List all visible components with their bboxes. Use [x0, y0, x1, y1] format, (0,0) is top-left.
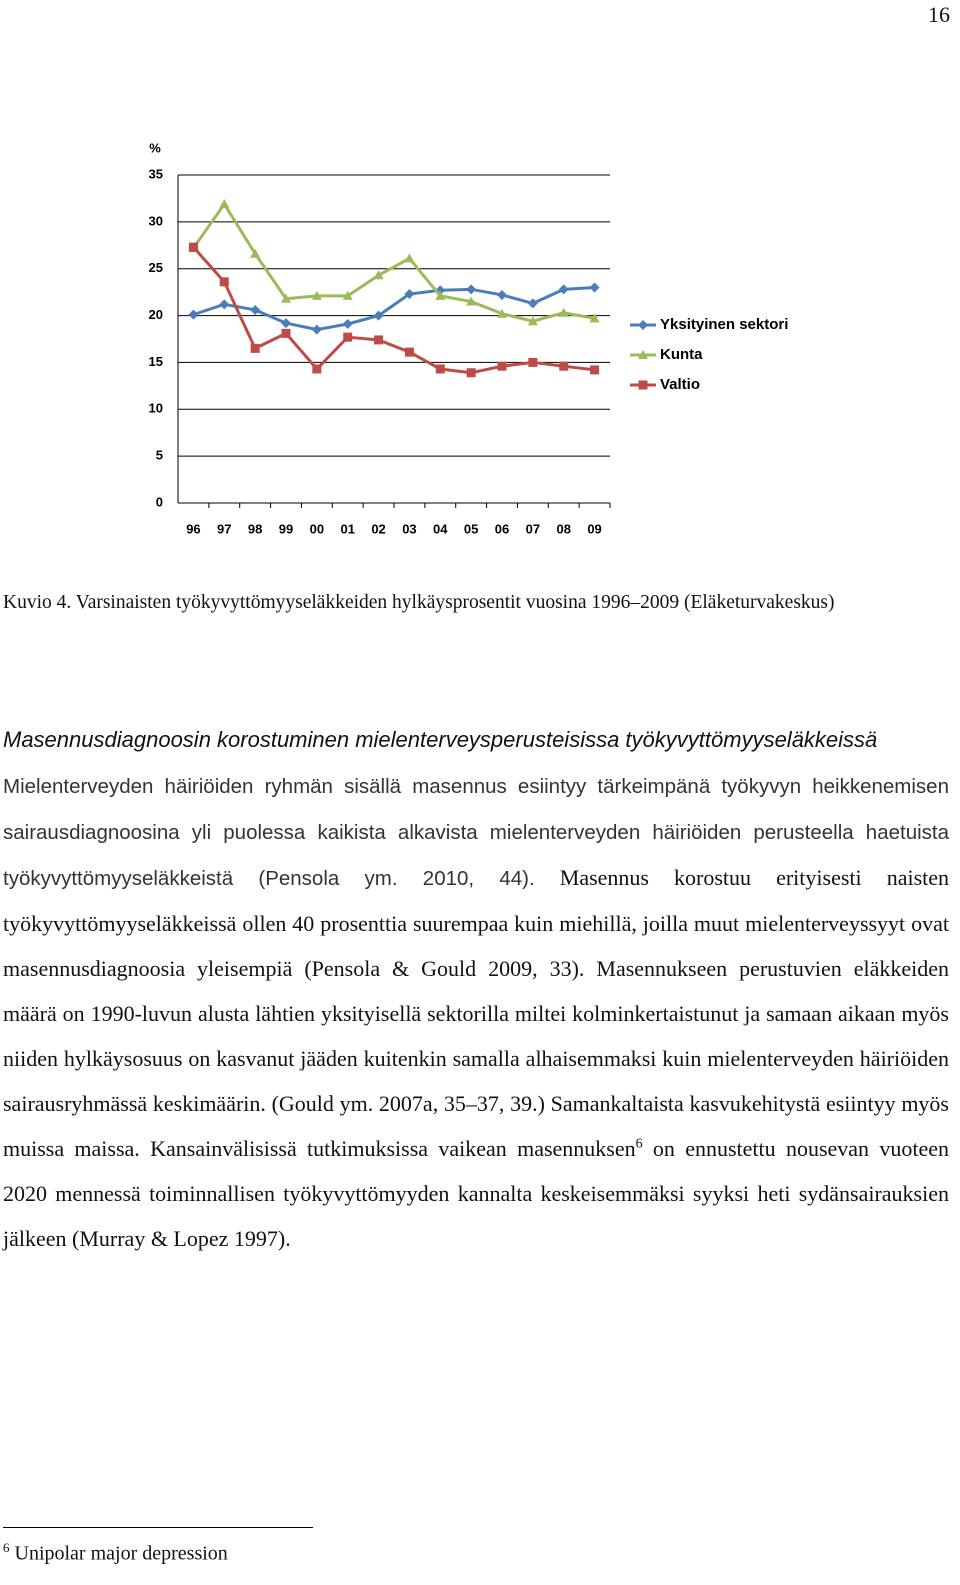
y-tick-label: 25 [149, 260, 163, 275]
marker [404, 289, 415, 300]
marker [558, 307, 569, 317]
x-tick-label: 07 [526, 521, 540, 536]
x-tick-label: 09 [587, 521, 601, 536]
marker [527, 316, 538, 326]
series-line [192, 201, 595, 323]
marker [219, 199, 230, 209]
text: on ennustettu nousevan vuoteen 2020 menn… [3, 1136, 949, 1251]
footnote-rule [3, 1527, 313, 1528]
marker [527, 298, 538, 309]
footnote-text: Unipolar major depression [14, 1542, 228, 1565]
marker [638, 320, 648, 330]
y-tick-label: 20 [149, 307, 163, 322]
marker [638, 350, 648, 359]
legend-text: Yksityinen sektori [660, 316, 788, 333]
x-tick-label: 96 [186, 521, 200, 536]
marker [188, 309, 199, 320]
marker [497, 361, 507, 371]
marker [311, 324, 322, 335]
marker [250, 248, 261, 258]
y-tick-label: 35 [149, 166, 163, 181]
marker [373, 270, 384, 280]
x-tick-label: 08 [556, 521, 570, 536]
marker [342, 290, 353, 300]
section-heading: Masennusdiagnoosin korostuminen mielente… [3, 727, 878, 752]
figure-caption: Kuvio 4. Varsinaisten työkyvyttömyyseläk… [3, 592, 835, 613]
marker [250, 304, 261, 315]
marker [373, 310, 384, 321]
marker [497, 308, 507, 318]
y-tick-label: 5 [156, 448, 163, 463]
marker [589, 282, 600, 293]
x-tick-label: 03 [402, 521, 416, 536]
x-tick-label: 00 [310, 521, 324, 536]
x-tick-label: 97 [217, 521, 231, 536]
marker [250, 343, 260, 353]
footnote-mark: 6 [3, 1540, 10, 1555]
marker [528, 357, 538, 367]
footnote-reference: 6 [635, 1136, 643, 1152]
marker [342, 319, 353, 330]
marker [404, 347, 414, 357]
marker [219, 277, 229, 287]
x-tick-label: 98 [248, 521, 262, 536]
x-tick-label: 99 [279, 521, 293, 536]
marker [281, 328, 291, 338]
y-tick-label: 30 [149, 213, 163, 228]
marker [281, 318, 291, 329]
marker [589, 313, 600, 323]
x-tick-label: 04 [433, 521, 448, 536]
x-tick-label: 01 [340, 521, 354, 536]
marker [466, 296, 477, 306]
y-axis-label: % [149, 140, 161, 155]
marker [559, 361, 569, 371]
marker [311, 290, 322, 300]
marker [590, 365, 600, 375]
x-tick-label: 05 [464, 521, 478, 536]
marker [497, 289, 507, 300]
marker [558, 284, 569, 295]
marker [188, 242, 198, 252]
legend-text: Kunta [660, 346, 703, 363]
marker [219, 299, 230, 310]
series-line [192, 246, 595, 375]
footnote: 6 Unipolar major depression [3, 1540, 228, 1566]
marker [638, 380, 648, 390]
y-tick-label: 0 [156, 494, 163, 509]
marker [435, 364, 445, 374]
marker [435, 290, 446, 300]
marker [312, 364, 322, 374]
page-number: 16 [928, 2, 950, 27]
x-tick-label: 02 [371, 521, 385, 536]
paragraph: Mielenterveyden häiriöiden ryhmän sisäll… [3, 763, 949, 1261]
text: Mielenterveyden häiriöiden ryhmän sisäll… [3, 775, 949, 890]
marker [343, 332, 353, 342]
marker [466, 368, 476, 378]
marker [466, 284, 477, 295]
marker [281, 293, 291, 303]
legend-text: Valtio [660, 376, 700, 393]
y-tick-label: 10 [149, 401, 163, 416]
text: Masennus korostuu erityisesti naisten ty… [3, 865, 950, 1161]
series-line [192, 285, 595, 332]
marker [374, 335, 384, 345]
y-tick-label: 15 [149, 354, 163, 369]
x-tick-label: 06 [495, 521, 509, 536]
marker [404, 253, 415, 263]
